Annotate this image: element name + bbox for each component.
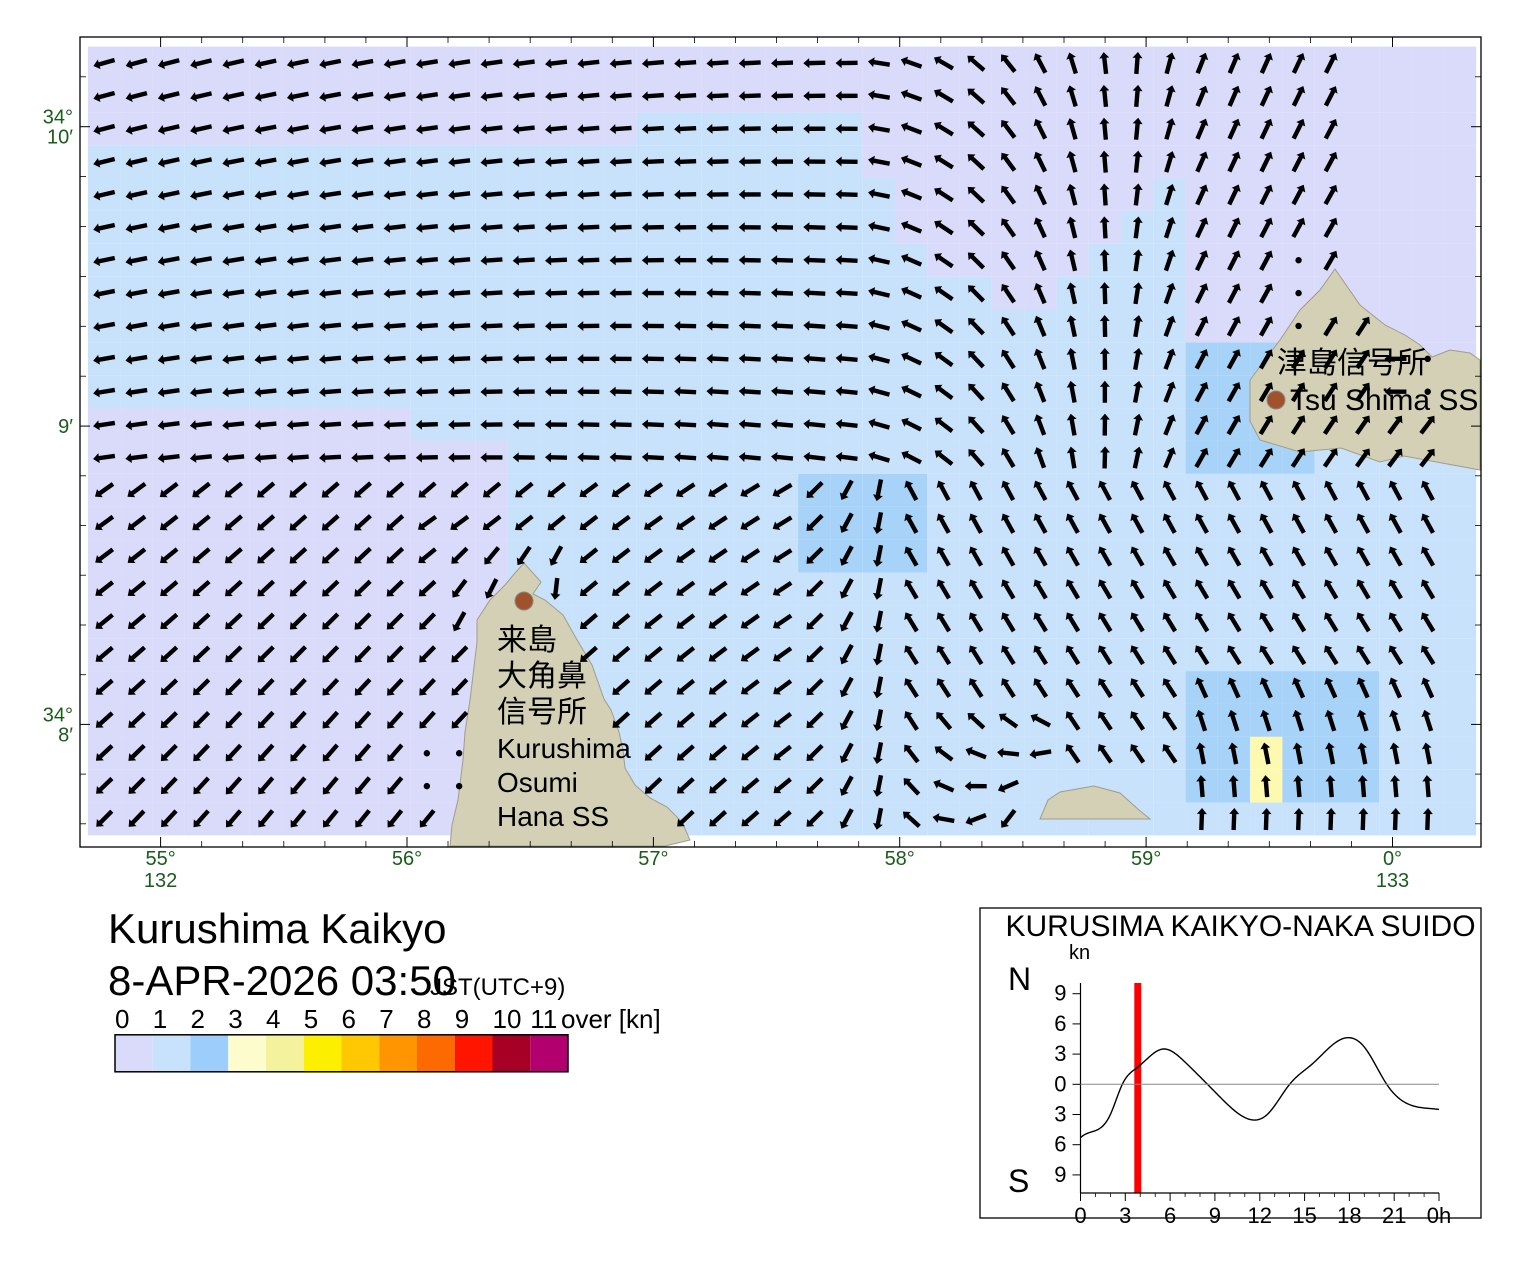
svg-text:10′: 10′ [47,127,73,149]
svg-text:N: N [1008,961,1031,997]
svg-text:kn: kn [1069,942,1090,964]
svg-text:9: 9 [455,1004,469,1034]
svg-text:57°: 57° [638,848,668,870]
svg-text:9: 9 [1209,1203,1221,1228]
svg-text:1: 1 [153,1004,167,1034]
svg-text:5: 5 [304,1004,318,1034]
svg-text:0: 0 [1074,1203,1086,1228]
svg-text:9: 9 [1054,1162,1066,1187]
svg-text:59°: 59° [1131,848,1161,870]
svg-text:8: 8 [417,1004,431,1034]
svg-text:信号所: 信号所 [497,696,587,729]
svg-text:Tsu Shima SS: Tsu Shima SS [1290,384,1478,417]
svg-text:6: 6 [342,1004,356,1034]
svg-text:3: 3 [1054,1041,1066,1066]
svg-text:大角鼻: 大角鼻 [497,660,587,693]
svg-text:10: 10 [493,1004,522,1034]
svg-text:8′: 8′ [58,724,73,746]
svg-text:3: 3 [1119,1203,1131,1228]
svg-text:来島: 来島 [497,624,557,657]
svg-text:Kurushima: Kurushima [497,733,631,764]
svg-text:34°: 34° [43,107,73,129]
svg-text:JST(UTC+9): JST(UTC+9) [430,974,565,1001]
svg-text:21: 21 [1382,1203,1406,1228]
svg-text:9: 9 [1054,981,1066,1006]
svg-text:0°: 0° [1383,848,1402,870]
svg-text:7: 7 [379,1004,393,1034]
svg-text:Kurushima Kaikyo: Kurushima Kaikyo [108,905,446,952]
svg-text:津島信号所: 津島信号所 [1277,347,1427,380]
svg-text:8-APR-2026 03:50: 8-APR-2026 03:50 [108,957,456,1004]
svg-text:6: 6 [1164,1203,1176,1228]
svg-text:3: 3 [1054,1102,1066,1127]
svg-text:133: 133 [1376,870,1409,892]
svg-text:18: 18 [1337,1203,1361,1228]
svg-text:58°: 58° [885,848,915,870]
svg-text:0: 0 [115,1004,129,1034]
svg-text:3: 3 [228,1004,242,1034]
svg-text:132: 132 [144,870,177,892]
svg-text:Osumi: Osumi [497,767,578,798]
svg-text:S: S [1008,1163,1029,1199]
svg-text:2: 2 [191,1004,205,1034]
svg-text:12: 12 [1248,1203,1272,1228]
svg-text:15: 15 [1292,1203,1316,1228]
svg-text:11: 11 [530,1004,557,1034]
svg-text:6: 6 [1054,1011,1066,1036]
svg-text:0: 0 [1054,1071,1066,1096]
svg-text:KURUSIMA KAIKYO-NAKA SUIDO: KURUSIMA KAIKYO-NAKA SUIDO [1005,910,1475,943]
svg-text:4: 4 [266,1004,280,1034]
svg-text:Hana SS: Hana SS [497,801,609,832]
svg-text:0h: 0h [1427,1203,1451,1228]
svg-text:6: 6 [1054,1132,1066,1157]
svg-text:34°: 34° [43,704,73,726]
svg-text:over [kn]: over [kn] [561,1004,661,1034]
svg-text:9′: 9′ [58,416,73,438]
svg-text:55°: 55° [145,848,175,870]
svg-text:56°: 56° [392,848,422,870]
